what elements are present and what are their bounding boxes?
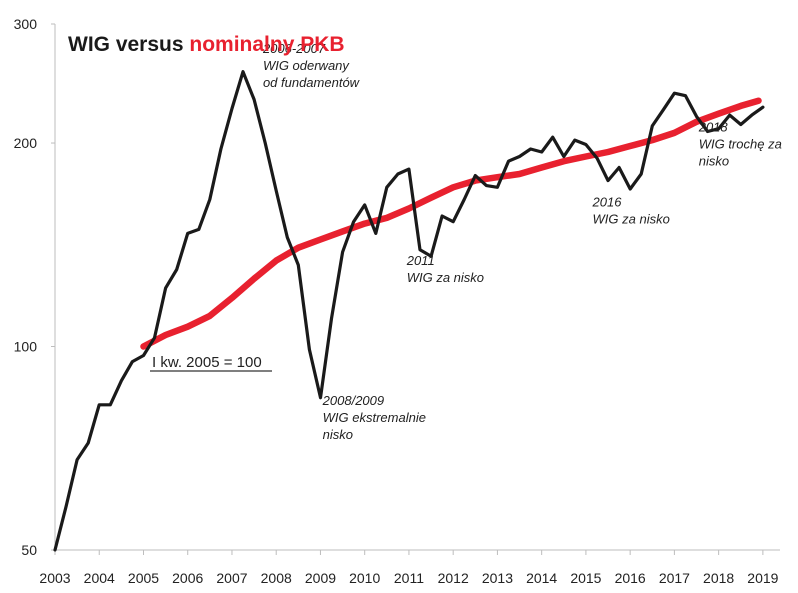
annotation: 2008/2009 WIG ekstremalnie nisko <box>322 393 426 442</box>
wig-line <box>53 70 765 552</box>
annotation-line: 2006-2007 <box>262 41 326 56</box>
y-tick-label: 200 <box>14 135 38 151</box>
y-tick-label: 100 <box>14 339 38 355</box>
annotation-line: 2011 <box>406 253 435 268</box>
x-tick-label: 2008 <box>261 570 292 586</box>
x-tick-label: 2007 <box>216 570 247 586</box>
y-tick-label: 300 <box>14 16 38 32</box>
axes-layer: 50 100 200 300 2003 2004 2005 2006 2007 2008 2009 2… <box>14 16 780 586</box>
annotation-line: WIG za nisko <box>593 212 670 227</box>
x-tick-label: 2016 <box>615 570 646 586</box>
y-tick-label: 50 <box>21 542 37 558</box>
x-tick-label: 2018 <box>703 570 734 586</box>
annotation: 2016 WIG za nisko <box>592 195 670 227</box>
x-tick-label: 2009 <box>305 570 336 586</box>
chart-title-part2: nominalny PKB <box>189 33 344 56</box>
x-tick-label: 2010 <box>349 570 380 586</box>
x-tick-label: 2004 <box>84 570 115 586</box>
annotation: 2006-2007 WIG oderwany od fundamentów <box>262 41 361 90</box>
annotation-line: nisko <box>699 154 729 169</box>
annotation: 2011 WIG za nisko <box>406 253 484 285</box>
annotation-line: od fundamentów <box>263 75 361 90</box>
x-tick-label: 2013 <box>482 570 513 586</box>
x-tick-label: 2011 <box>394 570 424 586</box>
pkb-line <box>140 97 762 350</box>
chart-title: WIG versus nominalny PKB <box>68 33 345 56</box>
x-tick-label: 2012 <box>438 570 469 586</box>
x-tick-label: 2019 <box>747 570 778 586</box>
annotation-line: nisko <box>323 427 353 442</box>
x-tick-label: 2005 <box>128 570 159 586</box>
annotations-layer: 2006-2007 WIG oderwany od fundamentów 2008/… <box>262 41 782 442</box>
annotation-line: 2018 <box>698 120 729 135</box>
x-tick-label: 2015 <box>570 570 601 586</box>
x-tick-label: 2014 <box>526 570 557 586</box>
annotation-line: 2008/2009 <box>322 393 384 408</box>
x-tick-label: 2003 <box>39 570 70 586</box>
chart-title-part1: WIG versus <box>68 33 189 56</box>
x-tick-label: 2006 <box>172 570 203 586</box>
annotation-line: WIG oderwany <box>263 58 350 73</box>
annotation-line: 2016 <box>592 195 623 210</box>
annotation-line: WIG za nisko <box>407 270 484 285</box>
annotation-line: WIG ekstremalnie <box>323 410 426 425</box>
baseline-label: I kw. 2005 = 100 <box>152 354 262 371</box>
series-layer <box>53 70 765 552</box>
annotation: 2018 WIG trochę za nisko <box>698 120 782 169</box>
x-tick-label: 2017 <box>659 570 690 586</box>
annotation-line: WIG trochę za <box>699 137 782 152</box>
